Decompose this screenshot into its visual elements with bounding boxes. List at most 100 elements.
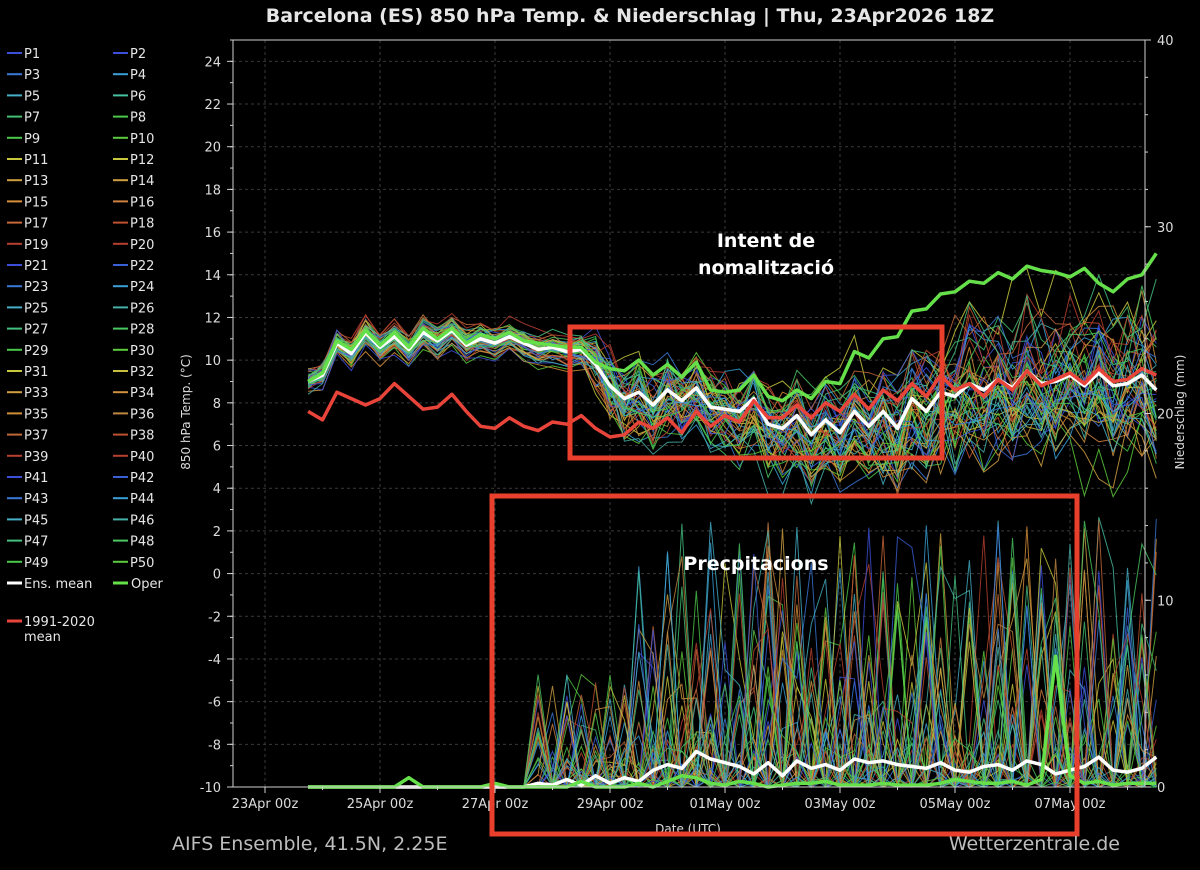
axes: 242220181614121086420-2-4-6-8-1040302010… [200, 34, 1174, 812]
legend-label-ens-mean: Ens. mean [24, 577, 92, 592]
y-tick-label: 22 [204, 98, 221, 113]
y-tick-label: 8 [213, 397, 221, 412]
legend-label-p42: P42 [130, 471, 154, 486]
legend-label-p11: P11 [24, 153, 48, 168]
annotation-normalization-line2: nomalització [698, 257, 834, 279]
legend-label-p48: P48 [130, 535, 154, 550]
legend-label-p37: P37 [24, 429, 48, 444]
legend-label-p15: P15 [24, 195, 48, 210]
legend-label-p50: P50 [130, 556, 154, 571]
x-tick-label: 23Apr 00z [232, 797, 299, 812]
legend-label-p49: P49 [24, 556, 48, 571]
legend-label-p12: P12 [130, 153, 154, 168]
temp-member-p46 [307, 337, 1157, 506]
legend-label-p10: P10 [130, 132, 154, 147]
x-tick-label: 03May 00z [805, 797, 876, 812]
y2-tick-label: 10 [1157, 594, 1174, 609]
y2-axis-label: Niederschlag (mm) [1173, 355, 1187, 470]
legend-label-p32: P32 [130, 365, 154, 380]
legend-label-p28: P28 [130, 323, 154, 338]
x-tick-label: 25Apr 00z [347, 797, 414, 812]
y-tick-label: 0 [213, 568, 221, 583]
legend-label-p27: P27 [24, 323, 48, 338]
y-tick-label: -10 [200, 781, 221, 796]
legend-label-p29: P29 [24, 344, 48, 359]
legend-label-p19: P19 [24, 238, 48, 253]
x-tick-label: 27Apr 00z [462, 797, 529, 812]
legend-label-p35: P35 [24, 407, 48, 422]
legend-label-p14: P14 [130, 174, 154, 189]
legend-label-p23: P23 [24, 280, 48, 295]
annotation-precipitation: Precpitacions [683, 553, 828, 575]
temp-member-p47 [307, 273, 1157, 437]
temp-member-p45 [307, 331, 1157, 475]
legend-label-p7: P7 [24, 111, 40, 126]
y-tick-label: -2 [208, 610, 221, 625]
legend-label-p25: P25 [24, 301, 48, 316]
legend-label-p17: P17 [24, 217, 48, 232]
legend-label-p38: P38 [130, 429, 154, 444]
legend-label-p24: P24 [130, 280, 154, 295]
legend-label-climate-line1: 1991-2020 [24, 615, 95, 630]
legend-label-p43: P43 [24, 492, 48, 507]
main-series [307, 252, 1158, 789]
x-tick-label: 29Apr 00z [577, 797, 644, 812]
y-tick-label: 10 [204, 354, 221, 369]
y2-tick-label: 30 [1157, 221, 1174, 236]
y-tick-label: 14 [204, 269, 221, 284]
y-tick-label: -6 [208, 696, 221, 711]
legend-label-p22: P22 [130, 259, 154, 274]
temp-member-p40 [307, 334, 1157, 462]
y-tick-label: -4 [208, 653, 221, 668]
legend-label-p41: P41 [24, 471, 48, 486]
y2-tick-label: 40 [1157, 34, 1174, 49]
temp-member-p32 [307, 320, 1157, 461]
legend-label-p36: P36 [130, 407, 154, 422]
legend-label-p33: P33 [24, 386, 48, 401]
footer-model-info: AIFS Ensemble, 41.5N, 2.25E [172, 833, 447, 855]
y-tick-label: 18 [204, 183, 221, 198]
x-tick-label: 01May 00z [690, 797, 761, 812]
y-tick-label: 16 [204, 226, 221, 241]
series-line-oper [307, 252, 1158, 403]
legend-label-p13: P13 [24, 174, 48, 189]
series-line-1991-2020-mean [307, 366, 1158, 439]
legend-label-climate-line2: mean [24, 630, 61, 645]
legend-label-p3: P3 [24, 68, 40, 83]
legend-label-p34: P34 [130, 386, 154, 401]
footer-source: Wetterzentrale.de [949, 833, 1120, 855]
legend-label-p26: P26 [130, 301, 154, 316]
temp-member-p48 [307, 285, 1157, 453]
y-tick-label: 24 [204, 55, 221, 70]
highlight-box-precipitation [489, 493, 1080, 837]
temp-member-p41 [308, 324, 1157, 446]
legend-label-p6: P6 [130, 89, 146, 104]
x-tick-label: 07May 00z [1035, 797, 1106, 812]
legend: Ens. mean Oper 1991-2020 mean P1 P2 P3 P4 P5… [7, 47, 163, 645]
annotation-normalization-line1: Intent de [717, 230, 815, 252]
y-tick-label: 4 [213, 482, 221, 497]
legend-label-p46: P46 [130, 513, 154, 528]
y-tick-label: 12 [204, 311, 221, 326]
legend-label-oper: Oper [131, 577, 163, 592]
y2-tick-label: 20 [1157, 408, 1174, 423]
y-tick-label: 20 [204, 141, 221, 156]
legend-label-p16: P16 [130, 195, 154, 210]
legend-label-p4: P4 [130, 68, 146, 83]
legend-label-p21: P21 [24, 259, 48, 274]
legend-label-p2: P2 [130, 47, 146, 62]
highlight-box-temperature [567, 324, 945, 461]
legend-label-p8: P8 [130, 111, 146, 126]
legend-label-p5: P5 [24, 89, 40, 104]
legend-label-p40: P40 [130, 450, 154, 465]
y2-tick-label: 0 [1157, 781, 1165, 796]
temp-member-p24 [307, 316, 1157, 431]
legend-label-p47: P47 [24, 535, 48, 550]
legend-label-p20: P20 [130, 238, 154, 253]
legend-label-p39: P39 [24, 450, 48, 465]
legend-label-p18: P18 [130, 217, 154, 232]
temp-member-p49 [307, 331, 1157, 468]
legend-label-p45: P45 [24, 513, 48, 528]
